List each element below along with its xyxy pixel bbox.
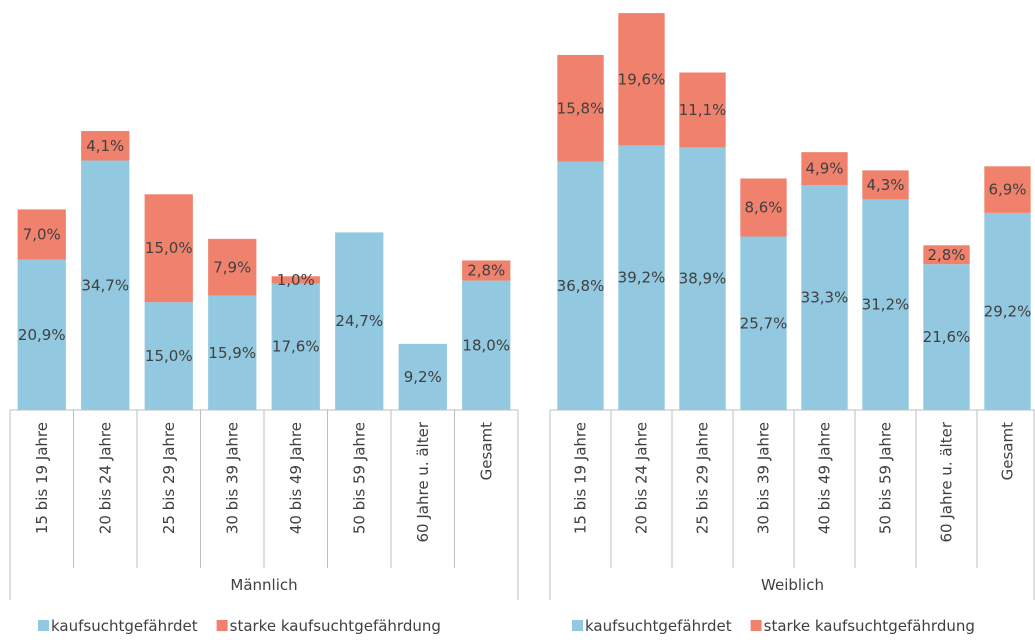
data-label: 39,2% (618, 269, 666, 287)
legend-label: starke kaufsuchtgefährdung (230, 617, 441, 635)
legend-swatch (216, 620, 228, 631)
bar-segment (740, 178, 787, 237)
data-label: 4,3% (866, 176, 904, 194)
bar-segment (801, 152, 848, 186)
data-label: 15,9% (208, 344, 256, 362)
data-label: 1,0% (277, 271, 315, 289)
data-label: 7,9% (213, 258, 251, 276)
x-axis-title: Weiblich (761, 576, 824, 594)
x-tick-label: 25 bis 29 Jahre (160, 422, 178, 534)
x-axis-title: Männlich (230, 576, 297, 594)
bar-segment (335, 232, 384, 410)
data-label: 11,1% (679, 101, 727, 119)
data-label: 29,2% (984, 302, 1032, 320)
data-label: 20,9% (18, 326, 66, 344)
bar-segment (801, 185, 848, 410)
bar-segment (17, 259, 66, 410)
x-tick-label: 25 bis 29 Jahre (694, 422, 712, 534)
bar-segment (208, 238, 257, 296)
x-tick-label: 15 bis 19 Jahre (33, 422, 51, 534)
legend-label: kaufsuchtgefährdet (51, 617, 198, 635)
data-label: 25,7% (740, 314, 788, 332)
data-label: 19,6% (618, 70, 666, 88)
data-label: 18,0% (462, 336, 510, 354)
data-label: 4,1% (86, 137, 124, 155)
x-tick-label: 40 bis 49 Jahre (287, 422, 305, 534)
bar-segment (17, 209, 66, 260)
data-label: 33,3% (801, 289, 849, 307)
data-label: 6,9% (988, 181, 1026, 199)
bar-segment (81, 131, 130, 161)
bar-segment (144, 194, 193, 303)
data-label: 2,8% (467, 262, 505, 280)
data-label: 24,7% (335, 312, 383, 330)
data-label: 38,9% (679, 270, 727, 288)
bar-segment (557, 161, 604, 410)
data-label: 31,2% (862, 296, 910, 314)
legend-label: starke kaufsuchtgefährdung (764, 617, 975, 635)
x-tick-label: Gesamt (477, 422, 495, 480)
data-label: 15,8% (557, 99, 605, 117)
data-label: 21,6% (923, 328, 971, 346)
legend-swatch (572, 620, 583, 631)
bar-segment (984, 212, 1031, 410)
x-tick-label: 50 bis 59 Jahre (350, 422, 368, 534)
legend-swatch (750, 620, 762, 631)
data-label: 8,6% (744, 199, 782, 217)
x-tick-label: 30 bis 39 Jahre (223, 422, 241, 534)
x-tick-label: 15 bis 19 Jahre (572, 422, 590, 534)
data-label: 34,7% (81, 276, 129, 294)
data-label: 15,0% (145, 347, 193, 365)
bar-segment (208, 295, 257, 410)
data-label: 17,6% (272, 338, 320, 356)
bar-segment (862, 199, 909, 410)
bar-segment (462, 280, 511, 410)
x-tick-label: 60 Jahre u. älter (414, 421, 432, 542)
x-tick-label: Gesamt (999, 422, 1017, 480)
x-tick-label: 20 bis 24 Jahre (96, 422, 114, 534)
data-label: 15,0% (145, 239, 193, 257)
bar-segment (81, 160, 130, 410)
bar-segment (618, 13, 665, 146)
bar-segment (923, 245, 970, 265)
data-label: 2,8% (927, 246, 965, 264)
bar-segment (740, 236, 787, 410)
data-label: 36,8% (557, 277, 605, 295)
legend-label: kaufsuchtgefährdet (585, 617, 732, 635)
bar-segment (862, 170, 909, 200)
x-tick-label: 50 bis 59 Jahre (877, 422, 895, 534)
bar-segment (271, 283, 320, 410)
data-label: 4,9% (805, 160, 843, 178)
x-tick-label: 40 bis 49 Jahre (816, 422, 834, 534)
bar-segment (462, 260, 511, 281)
legend-swatch (38, 620, 49, 631)
bar-segment (679, 72, 726, 148)
x-tick-label: 60 Jahre u. älter (938, 421, 956, 542)
bar-segment (618, 145, 665, 410)
bar-segment (398, 343, 447, 410)
x-tick-label: 30 bis 39 Jahre (755, 422, 773, 534)
bar-segment (271, 276, 320, 284)
x-tick-label: 20 bis 24 Jahre (633, 422, 651, 534)
bar-segment (679, 147, 726, 411)
bar-segment (144, 302, 193, 410)
bar-segment (923, 264, 970, 410)
bar-segment (984, 166, 1031, 213)
bar-segment (557, 54, 604, 162)
data-label: 9,2% (404, 368, 442, 386)
data-label: 7,0% (23, 226, 61, 244)
